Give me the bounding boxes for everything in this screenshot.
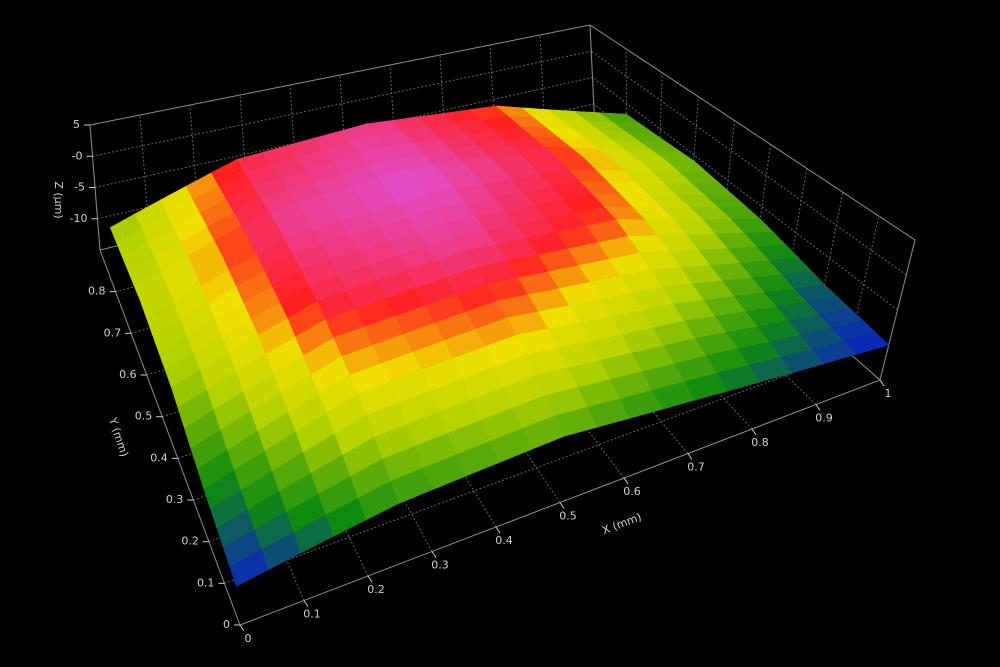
x-tick [495, 526, 501, 534]
y-tick-label: 0.6 [119, 368, 137, 381]
z-tick-label: -5 [74, 181, 85, 194]
x-tick-label: 0.1 [303, 608, 321, 621]
back-grid-line [289, 84, 299, 203]
z-tick-label: -0 [72, 149, 83, 162]
x-tick [815, 404, 821, 411]
z-tick-label: -10 [70, 212, 88, 225]
y-tick-label: 0.1 [197, 576, 215, 589]
y-tick-label: 0.8 [88, 285, 106, 298]
surface-patch [843, 332, 890, 355]
y-tick-label: 0.3 [166, 493, 184, 506]
x-tick [239, 624, 245, 632]
back-grid-line [94, 77, 593, 188]
side-grid-line [816, 192, 844, 325]
x-tick-label: 0.4 [495, 534, 513, 547]
side-grid-line [847, 216, 880, 353]
y-tick-label: 0 [223, 618, 230, 631]
z-tick-label: 5 [73, 118, 80, 131]
x-tick-label: 1 [885, 387, 892, 400]
x-tick [879, 379, 885, 387]
x-tick-label: 0.2 [367, 583, 385, 596]
z-axis-label: Z (µm) [52, 181, 65, 218]
x-tick [303, 600, 309, 607]
back-grid-line [92, 50, 592, 157]
side-grid-line [590, 50, 907, 276]
x-tick [687, 453, 693, 460]
x-tick-label: 0.3 [431, 559, 449, 572]
x-tick [367, 575, 373, 583]
y-tick-label: 0.4 [150, 451, 168, 464]
x-tick-label: 0.8 [751, 436, 769, 449]
x-tick [431, 551, 437, 558]
x-tick-label: 0.9 [815, 412, 833, 425]
x-tick [559, 502, 565, 509]
back-grid-line [439, 54, 447, 167]
x-tick-label: 0 [245, 632, 252, 645]
box-edge [89, 24, 591, 126]
x-tick [751, 428, 757, 436]
y-tick-label: 0.7 [104, 326, 122, 339]
floor-grid-line [224, 351, 849, 584]
x-tick-label: 0.6 [623, 485, 641, 498]
y-tick-label: 0.2 [181, 535, 199, 548]
x-tick [623, 477, 629, 485]
y-tick-label: 0.5 [135, 410, 153, 423]
side-grid-line [689, 96, 699, 214]
box-edge [589, 24, 916, 241]
box-edge [879, 239, 916, 381]
side-grid-line [657, 72, 663, 186]
box-edge [99, 249, 241, 626]
x-tick-label: 0.7 [687, 461, 705, 474]
x-tick-label: 0.5 [559, 510, 577, 523]
